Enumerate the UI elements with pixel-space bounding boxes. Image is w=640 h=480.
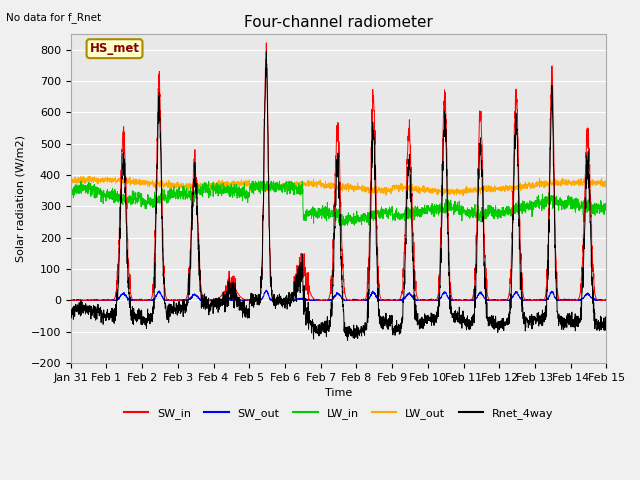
Text: HS_met: HS_met — [90, 42, 140, 55]
X-axis label: Time: Time — [325, 388, 352, 398]
Text: No data for f_Rnet: No data for f_Rnet — [6, 12, 102, 23]
Title: Four-channel radiometer: Four-channel radiometer — [244, 15, 433, 30]
Y-axis label: Solar radiation (W/m2): Solar radiation (W/m2) — [15, 135, 25, 262]
Legend: SW_in, SW_out, LW_in, LW_out, Rnet_4way: SW_in, SW_out, LW_in, LW_out, Rnet_4way — [119, 404, 558, 423]
